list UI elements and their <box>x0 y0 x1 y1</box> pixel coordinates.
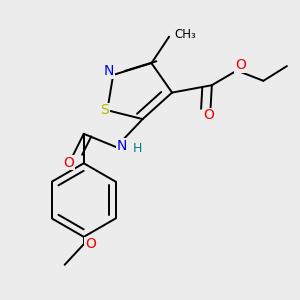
Text: O: O <box>85 237 96 251</box>
Text: H: H <box>133 142 142 155</box>
Text: O: O <box>235 58 246 72</box>
Text: O: O <box>203 108 214 122</box>
Text: N: N <box>103 64 114 78</box>
Text: S: S <box>100 103 109 117</box>
Text: N: N <box>116 139 127 153</box>
Text: CH₃: CH₃ <box>175 28 196 41</box>
Text: O: O <box>63 156 74 170</box>
